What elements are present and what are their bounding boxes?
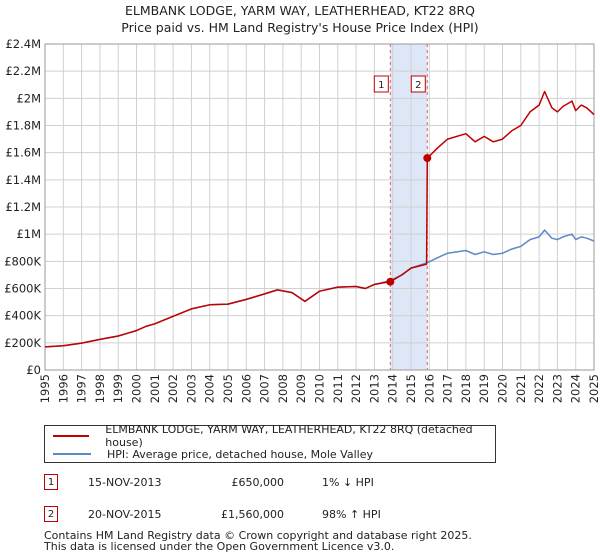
x-tick-label: 2005 <box>221 374 235 403</box>
x-tick-label: 2014 <box>386 374 400 403</box>
footer-line-2: This data is licensed under the Open Gov… <box>44 540 395 553</box>
transaction-badge: 2 <box>44 506 58 522</box>
y-tick-label: £0 <box>26 363 41 377</box>
x-tick-label: 2011 <box>331 374 345 403</box>
x-tick-label: 2015 <box>404 374 418 403</box>
transaction-date: 15-NOV-2013 <box>88 475 162 489</box>
sale-point <box>423 154 432 163</box>
x-tick-label: 2020 <box>496 374 510 403</box>
sale-point <box>386 277 395 286</box>
y-tick-label: £600K <box>4 282 41 296</box>
marker-badge <box>373 75 389 93</box>
x-tick-label: 2019 <box>477 374 491 403</box>
transaction-row: 2 20-NOV-2015 £1,560,000 98% ↑ HPI <box>44 504 412 524</box>
x-tick-label: 2012 <box>349 374 363 403</box>
y-tick-label: £2.4M <box>5 37 41 51</box>
legend-swatch-property <box>53 435 90 437</box>
legend-label-hpi: HPI: Average price, detached house, Mole… <box>107 447 373 461</box>
chart-title: ELMBANK LODGE, YARM WAY, LEATHERHEAD, KT… <box>124 3 475 18</box>
transaction-badge: 1 <box>44 474 58 490</box>
x-tick-label: 2002 <box>166 374 180 403</box>
x-tick-label: 2001 <box>148 374 162 403</box>
x-tick-label: 2023 <box>550 374 564 403</box>
x-tick-label: 2007 <box>258 374 272 403</box>
x-tick-label: 2008 <box>276 374 290 403</box>
x-tick-label: 2009 <box>294 374 308 403</box>
property-price-line <box>44 90 595 348</box>
x-tick-label: 2013 <box>367 374 381 403</box>
y-tick-label: £1.8M <box>5 119 41 133</box>
transaction-row: 1 15-NOV-2013 £650,000 1% ↓ HPI <box>44 472 412 492</box>
transaction-price: £650,000 <box>231 475 285 489</box>
footer: Contains HM Land Registry data © Crown c… <box>44 530 472 552</box>
x-tick-label: 1999 <box>111 374 125 403</box>
x-tick-label: 1995 <box>38 374 52 403</box>
x-tick-label: 2025 <box>587 374 600 403</box>
legend: ELMBANK LODGE, YARM WAY, LEATHERHEAD, KT… <box>44 423 496 463</box>
y-tick-label: £800K <box>4 254 41 268</box>
x-tick-label: 2018 <box>459 374 473 403</box>
legend-item-hpi: HPI: Average price, detached house, Mole… <box>53 445 373 463</box>
legend-label-property: ELMBANK LODGE, YARM WAY, LEATHERHEAD, KT… <box>105 423 473 449</box>
y-tick-label: £1.4M <box>5 173 41 187</box>
transaction-price: £1,560,000 <box>221 507 284 521</box>
legend-item-property: ELMBANK LODGE, YARM WAY, LEATHERHEAD, KT… <box>53 423 495 449</box>
y-tick-label: £2M <box>16 91 41 105</box>
y-tick-label: £200K <box>4 336 41 350</box>
x-tick-label: 2000 <box>130 374 144 403</box>
marker-badge-label: 2 <box>415 80 421 91</box>
x-tick-label: 2004 <box>203 374 217 403</box>
marker-badge-label: 1 <box>378 80 384 91</box>
x-tick-label: 1996 <box>56 374 70 403</box>
x-tick-label: 1997 <box>75 374 89 403</box>
y-tick-label: £1.6M <box>5 146 41 160</box>
transaction-hpi: 1% ↓ HPI <box>322 475 374 489</box>
y-tick-label: £1.2M <box>5 200 41 214</box>
x-tick-label: 2003 <box>184 374 198 403</box>
marker-badge <box>410 75 426 93</box>
footer-line-1: Contains HM Land Registry data © Crown c… <box>44 529 472 542</box>
legend-swatch-hpi <box>53 453 91 455</box>
price-chart: £0 £200K £400K £600K £800K £1M £1.2M £1.4M £1.6M… <box>4 37 600 403</box>
x-tick-label: 2024 <box>569 374 583 403</box>
x-tick-label: 2022 <box>532 374 546 403</box>
x-tick-label: 2016 <box>422 374 436 403</box>
y-tick-label: £1M <box>16 227 41 241</box>
chart-subtitle: Price paid vs. HM Land Registry's House … <box>121 20 479 35</box>
x-tick-label: 1998 <box>93 374 107 403</box>
x-tick-label: 2021 <box>514 374 528 403</box>
transaction-date: 20-NOV-2015 <box>88 507 162 521</box>
plot-border <box>44 43 595 371</box>
x-tick-label: 2017 <box>441 374 455 403</box>
x-tick-label: 2010 <box>313 374 327 403</box>
transaction-hpi: 98% ↑ HPI <box>322 507 381 521</box>
x-tick-label: 2006 <box>239 374 253 403</box>
y-tick-label: £2.2M <box>5 64 41 78</box>
y-tick-label: £400K <box>4 309 41 323</box>
